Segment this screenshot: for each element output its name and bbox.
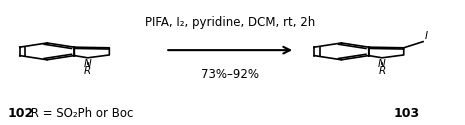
Text: R: R xyxy=(84,66,91,76)
Text: I: I xyxy=(425,31,427,41)
Text: PIFA, I₂, pyridine, DCM, rt, 2h: PIFA, I₂, pyridine, DCM, rt, 2h xyxy=(145,16,315,30)
Text: R: R xyxy=(379,66,385,76)
Text: 73%–92%: 73%–92% xyxy=(201,68,259,81)
Text: N: N xyxy=(84,59,92,69)
Text: 102: 102 xyxy=(7,107,34,120)
Text: R = SO₂Ph or Boc: R = SO₂Ph or Boc xyxy=(27,107,133,120)
Text: 103: 103 xyxy=(393,107,419,120)
Text: N: N xyxy=(378,59,386,69)
